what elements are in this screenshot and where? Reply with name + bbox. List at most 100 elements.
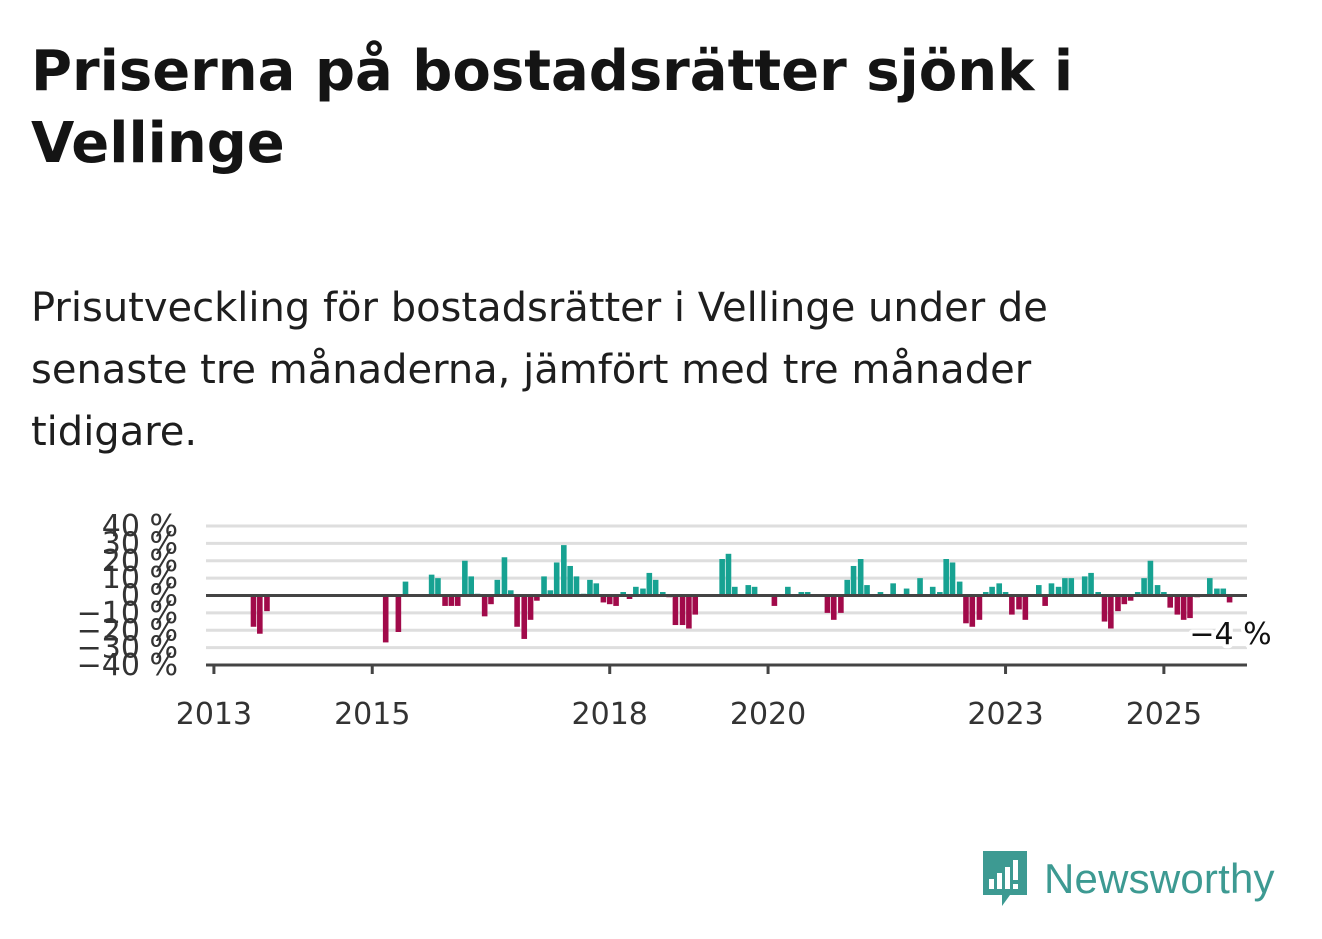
bar bbox=[1154, 585, 1161, 596]
bar bbox=[1022, 595, 1029, 620]
bar bbox=[686, 595, 692, 629]
bar bbox=[692, 595, 699, 615]
bar bbox=[468, 576, 474, 596]
bar bbox=[1055, 586, 1062, 596]
bar bbox=[890, 583, 896, 596]
bar bbox=[785, 586, 791, 596]
bar bbox=[1081, 576, 1088, 596]
bar bbox=[969, 595, 976, 627]
last-value-label: −4 % bbox=[1189, 617, 1271, 652]
x-tick-label: 2020 bbox=[730, 697, 806, 732]
bar bbox=[1121, 595, 1128, 605]
bar bbox=[587, 579, 593, 596]
x-tick-label: 2013 bbox=[176, 697, 252, 732]
bar bbox=[679, 595, 686, 626]
brand-name: Newsworthy bbox=[1044, 855, 1275, 902]
bar bbox=[672, 595, 679, 626]
x-tick-label: 2025 bbox=[1126, 697, 1202, 732]
y-tick-label: 20 % bbox=[102, 544, 178, 579]
brand-logo: Newsworthy bbox=[980, 848, 1275, 910]
bar bbox=[943, 559, 949, 596]
bar bbox=[1206, 578, 1213, 596]
bar bbox=[857, 559, 864, 596]
bar bbox=[982, 592, 989, 596]
bar bbox=[567, 565, 573, 596]
bar bbox=[600, 595, 607, 603]
bar bbox=[989, 586, 995, 596]
x-tick-label: 2015 bbox=[334, 697, 410, 732]
bar bbox=[620, 592, 626, 596]
y-tick-label: 0 % bbox=[121, 579, 178, 614]
bar bbox=[1147, 560, 1154, 596]
bar bbox=[798, 592, 805, 596]
bar bbox=[640, 588, 646, 596]
bar bbox=[917, 578, 923, 596]
bar bbox=[1042, 595, 1048, 606]
bar bbox=[830, 595, 837, 620]
bar bbox=[804, 592, 811, 596]
bar bbox=[1167, 595, 1174, 608]
x-tick-label: 2023 bbox=[967, 697, 1043, 732]
bar bbox=[428, 574, 435, 596]
y-tick-label: 30 % bbox=[102, 526, 178, 561]
bar bbox=[494, 579, 501, 596]
bar bbox=[1187, 595, 1193, 619]
bar bbox=[382, 595, 389, 643]
bar bbox=[652, 579, 659, 596]
y-tick-label: −30 % bbox=[77, 631, 178, 666]
bar bbox=[751, 586, 758, 596]
bar bbox=[527, 595, 534, 620]
bar bbox=[1174, 595, 1181, 615]
bar bbox=[1016, 595, 1022, 610]
bar bbox=[541, 576, 547, 596]
bar bbox=[1009, 595, 1015, 615]
bar bbox=[521, 595, 528, 639]
bar bbox=[402, 581, 409, 596]
bar bbox=[435, 578, 441, 596]
bar bbox=[864, 585, 870, 596]
bar bbox=[481, 595, 488, 617]
bar bbox=[633, 586, 639, 596]
bar bbox=[1101, 595, 1108, 622]
bar bbox=[844, 579, 851, 596]
bar bbox=[1141, 578, 1147, 596]
bar bbox=[929, 586, 936, 596]
y-tick-label: −10 % bbox=[77, 596, 178, 631]
bar bbox=[1115, 595, 1121, 612]
bar bbox=[956, 581, 963, 596]
bar bbox=[949, 562, 956, 596]
bar bbox=[1088, 572, 1094, 596]
bar bbox=[593, 583, 600, 596]
bar bbox=[573, 576, 580, 596]
bar bbox=[1095, 592, 1101, 596]
bar bbox=[250, 595, 257, 627]
chart-subtitle: Prisutveckling för bostadsrätter i Velli… bbox=[31, 285, 1048, 455]
bar bbox=[1214, 588, 1220, 596]
bar bbox=[507, 590, 514, 596]
bar bbox=[1068, 578, 1075, 596]
bar bbox=[264, 595, 270, 612]
bar bbox=[395, 595, 402, 632]
bar bbox=[462, 560, 468, 596]
bar bbox=[771, 595, 778, 606]
axis-labels: 40 %30 %20 %10 %0 %−10 %−20 %−30 %−40 % 2… bbox=[77, 509, 1276, 732]
bar bbox=[745, 585, 752, 596]
bar bbox=[1108, 595, 1114, 629]
bar bbox=[824, 595, 831, 613]
bar bbox=[646, 572, 653, 596]
x-tick-label: 2018 bbox=[572, 697, 648, 732]
bar bbox=[1062, 578, 1068, 596]
axes bbox=[206, 594, 1247, 674]
bar bbox=[1226, 595, 1233, 603]
bar bbox=[1180, 595, 1187, 620]
bar bbox=[850, 565, 857, 596]
bar bbox=[725, 553, 732, 596]
bar bbox=[1134, 592, 1141, 596]
bar bbox=[561, 545, 567, 596]
bar bbox=[626, 595, 633, 599]
bar bbox=[257, 595, 263, 634]
bar bbox=[553, 562, 560, 596]
bar bbox=[606, 595, 613, 605]
bar bbox=[514, 595, 520, 627]
bar bbox=[1161, 592, 1167, 596]
